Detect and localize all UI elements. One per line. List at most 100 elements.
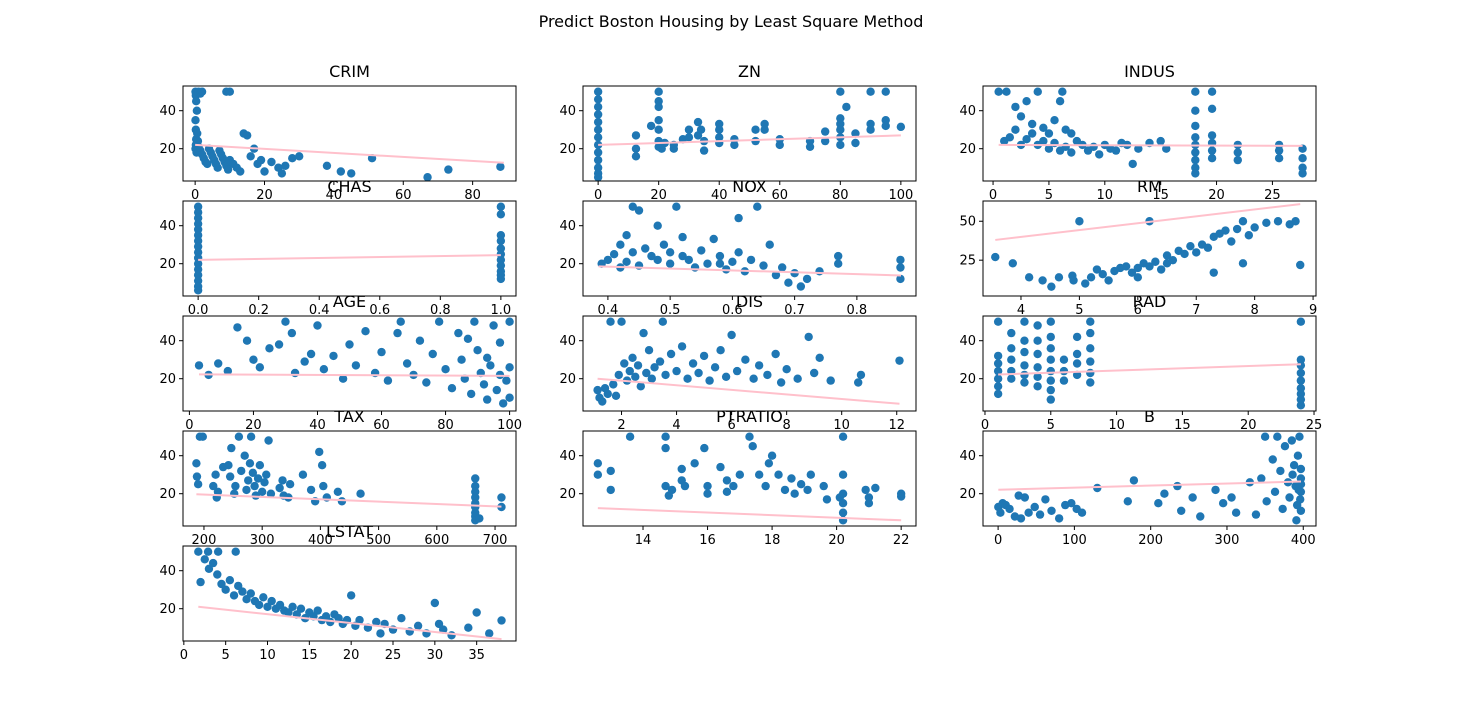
data-point <box>434 317 444 326</box>
data-point <box>1154 499 1163 508</box>
data-point <box>838 489 848 498</box>
data-point <box>486 361 495 370</box>
data-point <box>197 87 207 96</box>
x-tick-label: 0 <box>185 418 193 433</box>
data-point <box>759 261 768 270</box>
data-point <box>1077 508 1087 517</box>
data-point <box>735 470 745 479</box>
x-tick-label: 4 <box>672 418 680 433</box>
data-point <box>1050 116 1059 125</box>
data-point <box>1262 497 1271 506</box>
data-point <box>213 570 222 579</box>
data-point <box>1288 470 1297 479</box>
x-tick-label: 700 <box>483 533 508 548</box>
data-point <box>593 385 602 395</box>
plot-area <box>194 547 506 641</box>
plot-area <box>597 202 905 291</box>
data-point <box>593 102 603 112</box>
data-point <box>1207 104 1217 114</box>
data-point <box>317 461 327 470</box>
subplot-title: RAD <box>1133 292 1167 311</box>
x-tick-label: 22 <box>893 533 910 548</box>
data-point <box>593 117 603 127</box>
data-point <box>854 378 863 387</box>
data-point <box>631 372 640 381</box>
data-point <box>745 432 754 441</box>
data-point <box>203 159 212 169</box>
data-point <box>763 370 772 380</box>
data-point <box>470 317 479 326</box>
data-point <box>896 255 905 265</box>
data-point <box>996 508 1005 517</box>
x-tick-label: 1.0 <box>491 303 512 318</box>
data-point <box>684 125 694 134</box>
data-point <box>684 133 694 142</box>
subplot-title: CHAS <box>327 177 371 196</box>
x-tick-label: 12 <box>888 418 905 433</box>
data-point <box>1207 146 1217 155</box>
data-point <box>734 248 743 257</box>
data-point <box>1072 332 1082 342</box>
data-point <box>231 547 240 556</box>
data-point <box>815 267 824 276</box>
data-point <box>654 116 663 125</box>
data-point <box>1191 133 1200 142</box>
data-point <box>396 317 405 326</box>
data-point <box>338 374 348 383</box>
data-point <box>1086 328 1095 338</box>
data-point <box>255 363 265 372</box>
data-point <box>697 246 706 255</box>
data-point <box>1291 217 1300 226</box>
data-point <box>782 365 791 374</box>
data-point <box>1233 155 1242 165</box>
data-point <box>242 336 252 345</box>
data-point <box>699 351 709 361</box>
data-point <box>1238 217 1248 226</box>
regression-line <box>598 265 902 277</box>
data-point <box>223 366 233 376</box>
data-point <box>457 355 466 364</box>
plot-area <box>191 87 505 181</box>
data-point <box>1067 499 1076 508</box>
data-point <box>700 443 709 453</box>
data-point <box>475 514 484 523</box>
data-point <box>464 623 473 632</box>
x-tick-label: 6 <box>1134 303 1142 318</box>
y-tick-label: 40 <box>959 334 976 349</box>
data-point <box>306 485 316 495</box>
data-point <box>603 255 613 265</box>
subplot-zn: 0 20 40 60 80 100 20 40 ZN <box>559 62 917 203</box>
subplot-crim: 0 20 40 60 80 20 40 CRIM <box>159 62 517 203</box>
data-point <box>1296 368 1306 378</box>
x-tick-label: 100 <box>1062 533 1087 548</box>
plot-area <box>593 87 906 181</box>
data-point <box>703 489 712 498</box>
data-point <box>636 382 645 391</box>
plot-area <box>993 317 1306 410</box>
data-point <box>1177 506 1186 515</box>
data-point <box>1289 461 1299 470</box>
data-point <box>193 480 203 489</box>
data-point <box>991 252 1000 262</box>
data-point <box>606 317 615 326</box>
x-tick-label: 0.7 <box>784 303 805 318</box>
data-point <box>1268 455 1277 464</box>
data-point <box>805 142 815 151</box>
data-point <box>690 263 700 272</box>
data-point <box>1047 282 1056 291</box>
data-point <box>351 361 361 370</box>
x-tick-label: 0.8 <box>847 303 868 318</box>
data-point <box>1046 395 1055 404</box>
subplot-lstat: 0 5 10 15 20 25 30 35 20 40 LSTAT <box>159 522 517 663</box>
x-tick-label: 7 <box>1192 303 1200 318</box>
data-point <box>678 251 687 261</box>
data-point <box>1075 217 1084 226</box>
data-point <box>1035 510 1045 519</box>
data-point <box>496 210 506 219</box>
axes-frame <box>982 85 1317 182</box>
data-point <box>1162 144 1171 153</box>
subplot-title: AGE <box>333 292 366 311</box>
data-point <box>1033 349 1042 359</box>
